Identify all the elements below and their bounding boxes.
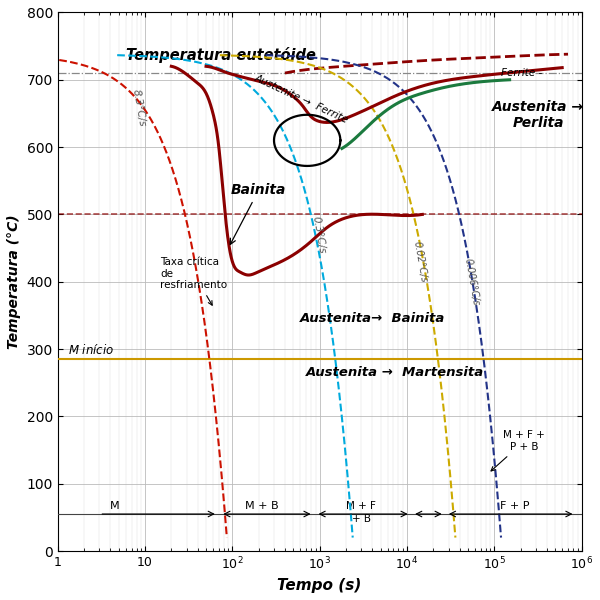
Text: M + B: M + B (245, 500, 279, 511)
Text: M + F +
P + B: M + F + P + B (491, 430, 545, 471)
Text: Temperatura eutetóide: Temperatura eutetóide (126, 47, 316, 64)
Y-axis label: Temperatura (°C): Temperatura (°C) (7, 214, 21, 349)
Text: Bainita: Bainita (230, 183, 286, 244)
Text: M + F: M + F (346, 500, 376, 511)
Text: Austenita →  Martensita: Austenita → Martensita (306, 366, 484, 379)
Text: Austenita→  Bainita: Austenita→ Bainita (299, 312, 445, 325)
Text: Austenita →
Perlita: Austenita → Perlita (493, 100, 584, 130)
Text: F + P: F + P (500, 500, 529, 511)
Text: Ferrite -: Ferrite - (501, 68, 542, 78)
Text: 0.006°C/s: 0.006°C/s (463, 257, 481, 307)
Text: 8.3°C/s: 8.3°C/s (131, 89, 147, 128)
Text: + B: + B (352, 514, 371, 524)
Text: Taxa crítica
de
resfriamento: Taxa crítica de resfriamento (160, 257, 227, 305)
X-axis label: Tempo (s): Tempo (s) (277, 578, 362, 593)
Text: 0.3°C/s: 0.3°C/s (311, 215, 327, 254)
Text: Austenite →  Ferrite: Austenite → Ferrite (253, 73, 350, 125)
Text: M: M (110, 500, 120, 511)
Text: $M$ início: $M$ início (68, 343, 114, 357)
Text: 0.02°C/s: 0.02°C/s (411, 240, 428, 283)
